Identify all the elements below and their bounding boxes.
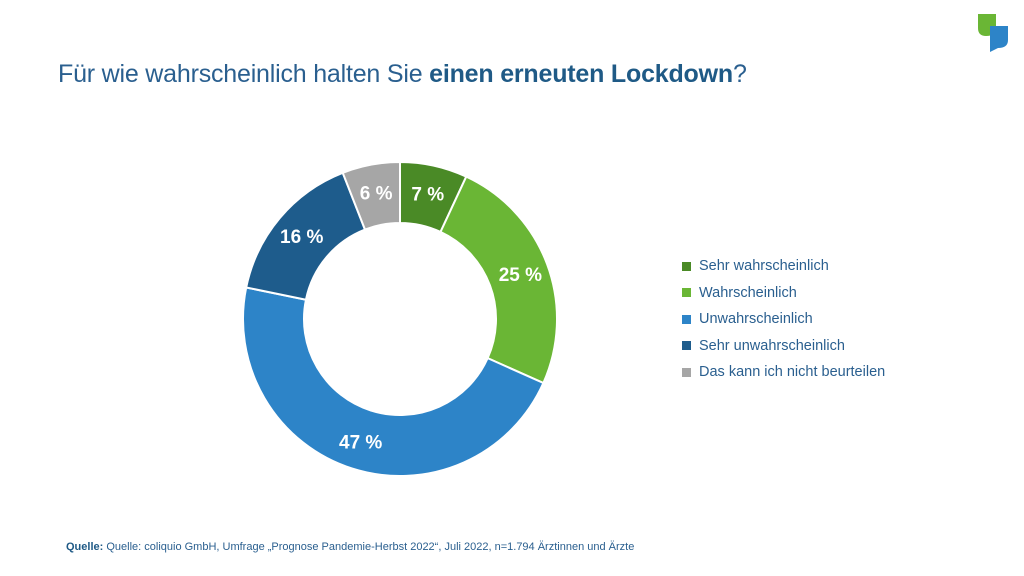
source-note: Quelle: Quelle: coliquio GmbH, Umfrage „… xyxy=(66,541,634,553)
donut-slice xyxy=(439,175,558,385)
legend-item: Wahrscheinlich xyxy=(682,280,885,307)
slice-label: 6 % xyxy=(360,184,393,205)
legend-label: Sehr unwahrscheinlich xyxy=(699,337,845,354)
legend-label: Unwahrscheinlich xyxy=(699,311,813,328)
slice-label: 7 % xyxy=(411,185,444,206)
coliquio-logo xyxy=(978,14,1008,52)
donut-slice xyxy=(341,160,401,231)
logo-leaf-blue xyxy=(990,26,1008,52)
source-text: Quelle: coliquio GmbH, Umfrage „Prognose… xyxy=(103,541,635,553)
legend-label: Das kann ich nicht beurteilen xyxy=(699,364,886,381)
title-suffix: ? xyxy=(732,60,747,88)
donut-slice xyxy=(242,286,545,477)
legend-item: Unwahrscheinlich xyxy=(682,306,885,333)
legend-label: Sehr wahrscheinlich xyxy=(699,258,829,275)
legend-swatch xyxy=(682,314,691,324)
legend-swatch xyxy=(682,261,691,271)
chart-title: Für wie wahrscheinlich halten Sie einen … xyxy=(58,60,747,89)
slice-label: 25 % xyxy=(499,265,542,286)
legend-item: Sehr wahrscheinlich xyxy=(682,253,885,280)
legend-swatch xyxy=(682,288,691,298)
slice-label: 47 % xyxy=(339,432,382,453)
legend-swatch xyxy=(682,367,691,377)
slice-label: 16 % xyxy=(280,227,323,248)
title-prefix: Für wie wahrscheinlich halten Sie xyxy=(58,60,430,88)
legend-item: Sehr unwahrscheinlich xyxy=(682,333,885,360)
chart-legend: Sehr wahrscheinlich Wahrscheinlich Unwahrs… xyxy=(682,253,885,386)
title-bold: einen erneuten Lockdown xyxy=(429,60,733,88)
legend-item: Das kann ich nicht beurteilen xyxy=(682,359,885,386)
legend-swatch xyxy=(682,341,691,351)
source-label: Quelle: xyxy=(66,541,104,553)
legend-label: Wahrscheinlich xyxy=(699,284,797,301)
